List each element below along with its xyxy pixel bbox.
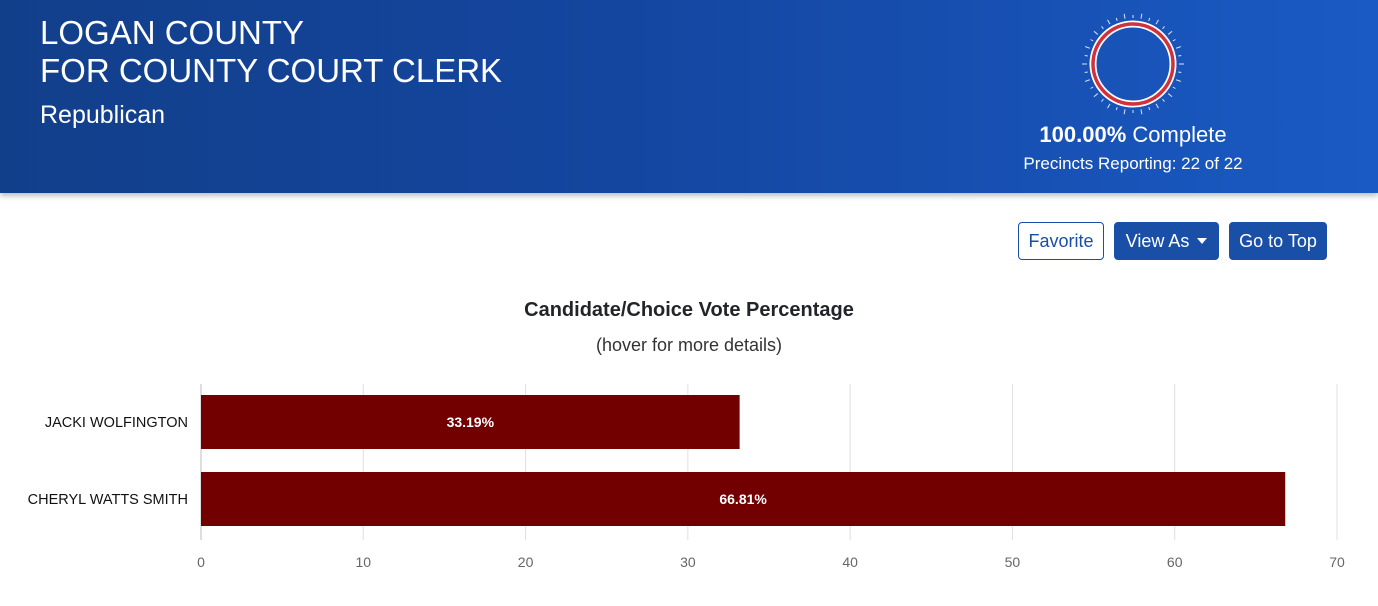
ring-tick [1167,93,1173,98]
x-tick-label: 70 [1329,554,1345,570]
bar[interactable] [201,395,740,449]
ring-tick [1101,98,1104,102]
ring-tick [1115,107,1118,111]
chart-subtitle: (hover for more details) [595,335,783,355]
view-as-label: View As [1125,231,1190,251]
ring-tick [1090,39,1094,42]
x-tick-label: 0 [197,554,205,570]
ring-tick [1172,86,1176,89]
bar-data-label: 33.19% [447,414,495,430]
chart-title: Candidate/Choice Vote Percentage [524,299,854,321]
ring-tick [1162,98,1165,102]
category-label: JACKI WOLFINGTON [45,415,188,431]
party-label: Republican [40,101,166,129]
ring-tick [1084,71,1088,74]
ring-tick [1107,103,1111,109]
go-to-top-button[interactable]: Go to Top [1229,222,1327,260]
ring-tick [1107,19,1111,25]
ring-ticks [1082,13,1184,115]
ring-tick [1093,30,1099,35]
ring-tick [1140,13,1143,19]
ring-tick [1167,30,1173,35]
ring-tick [1162,26,1165,30]
ring-tick [1178,71,1182,74]
bar[interactable] [201,472,1286,526]
x-tick-label: 30 [680,554,696,570]
ring-tick [1176,79,1182,82]
contest-title: FOR COUNTY COURT CLERK [40,52,503,89]
ring-tick [1123,109,1126,115]
ring-tick [1176,46,1182,49]
ring-tick [1101,26,1104,30]
category-label: CHERYL WATTS SMITH [28,492,188,508]
vote-percentage-chart: 0 10 20 30 40 50 60 70 JACKI WOLFINGTON 33.19% CHE… [28,384,1345,570]
x-tick-label: 40 [842,554,858,570]
x-tick-label: 20 [518,554,534,570]
county-name: LOGAN COUNTY [40,14,305,51]
view-as-dropdown-button[interactable]: View As [1114,222,1219,260]
ring-tick [1093,93,1099,98]
ring-tick [1172,39,1176,42]
favorite-button[interactable]: Favorite [1018,222,1104,260]
reporting-progress-ring [1082,13,1184,115]
ring-tick [1148,17,1151,21]
ring-tick [1155,19,1159,25]
contest-header: LOGAN COUNTY FOR COUNTY COURT CLERK Repu… [0,0,1378,193]
ring-tick [1084,54,1088,57]
ring-tick [1155,103,1159,109]
x-tick-label: 60 [1167,554,1183,570]
ring-tick [1084,79,1090,82]
ring-tick [1084,46,1090,49]
percent-complete: 100.00% Complete [980,121,1286,149]
ring-tick [1148,107,1151,111]
ring-tick [1123,13,1126,19]
ring-tick [1178,54,1182,57]
x-tick-label: 10 [355,554,371,570]
ring-tick [1115,17,1118,21]
caret-down-icon [1197,238,1208,244]
ring-tick [1090,86,1094,89]
percent-complete-value: 100.00% [1039,122,1127,147]
progress-ring-fill [1091,22,1175,106]
x-tick-label: 50 [1005,554,1021,570]
ring-tick [1140,109,1143,115]
percent-complete-label: Complete [1132,122,1227,147]
bar-data-label: 66.81% [719,491,767,507]
precincts-reporting: Precincts Reporting: 22 of 22 [1023,154,1243,173]
